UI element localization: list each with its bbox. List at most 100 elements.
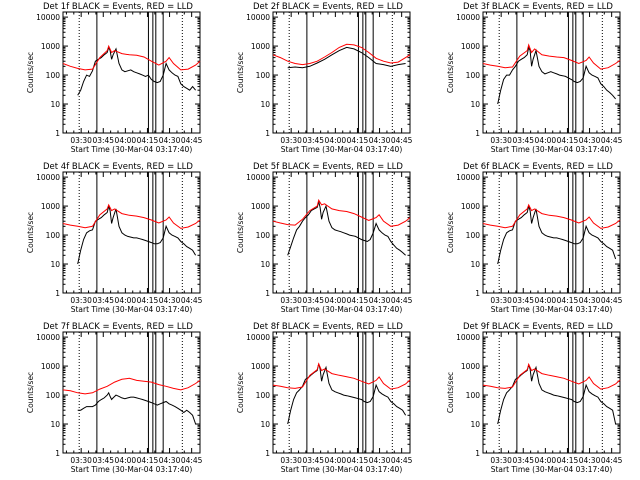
lld-series-line [62,44,201,71]
events-series-line [287,46,406,69]
y-tick-label: 10000 [36,333,60,342]
y-tick-label: 1000 [251,42,270,51]
chart-panel: Det 9f BLACK = Events, RED = LLD 1 10 100 10… [446,322,623,474]
x-tick-label: 04:15 [557,456,579,465]
y-tick-label: 100 [466,391,481,400]
y-tick-label: 10 [470,420,480,429]
events-series-line [287,199,406,256]
x-axis-label: Start Time (30-Mar-04 03:17:40) [281,145,403,154]
x-tick-label: 03:30 [280,296,302,305]
x-tick-label: 03:30 [70,296,92,305]
chart-panel: Det 1f BLACK = Events, RED = LLD 1 10 100 10… [26,2,203,154]
y-tick-label: 1000 [251,202,270,211]
x-tick-label: 04:45 [601,296,623,305]
y-tick-label: 10 [260,100,270,109]
x-axis-label: Start Time (30-Mar-04 03:17:40) [491,465,613,474]
plot-frame [482,11,621,134]
lld-series-line [272,43,411,66]
y-tick-label: 1 [475,129,480,138]
plot-frame [272,171,411,294]
events-series-line [497,204,617,265]
y-axis-label: Counts/sec [446,52,455,93]
lld-series-line [272,198,411,227]
y-tick-label: 100 [256,231,271,240]
x-tick-label: 04:45 [181,296,203,305]
x-tick-label: 03:45 [302,296,324,305]
panel-title: Det 2f BLACK = Events, RED = LLD [253,2,403,12]
x-axis-label: Start Time (30-Mar-04 03:17:40) [491,305,613,314]
x-tick-label: 04:00 [535,296,557,305]
x-tick-label: 03:45 [302,456,324,465]
x-tick-label: 04:15 [137,456,159,465]
lld-series-line [62,377,201,395]
y-tick-label: 100 [466,71,481,80]
y-axis-label: Counts/sec [26,372,35,413]
y-tick-label: 1000 [251,362,270,371]
x-tick-label: 04:45 [391,456,413,465]
lld-series-line [272,362,411,390]
x-tick-label: 03:45 [512,296,534,305]
x-tick-label: 04:30 [159,136,181,145]
lld-series-line [482,362,621,390]
lld-series-line [62,203,201,229]
y-tick-label: 10000 [456,13,480,22]
y-tick-label: 10000 [36,13,60,22]
y-axis-label: Counts/sec [26,212,35,253]
x-tick-label: 04:15 [347,136,369,145]
y-tick-label: 10 [470,100,480,109]
x-tick-label: 04:30 [369,456,391,465]
x-axis-label: Start Time (30-Mar-04 03:17:40) [281,305,403,314]
panel-title: Det 9f BLACK = Events, RED = LLD [463,322,613,332]
x-tick-label: 04:30 [579,136,601,145]
x-axis-label: Start Time (30-Mar-04 03:17:40) [71,305,193,314]
x-tick-label: 04:15 [557,296,579,305]
y-tick-label: 1000 [461,202,480,211]
x-tick-label: 04:45 [181,456,203,465]
x-tick-label: 04:00 [115,136,137,145]
x-axis-label: Start Time (30-Mar-04 03:17:40) [491,145,613,154]
x-tick-label: 03:45 [92,296,114,305]
y-tick-label: 1 [265,129,270,138]
plot-frame [482,331,621,454]
y-tick-label: 1 [475,449,480,458]
x-tick-label: 03:30 [70,456,92,465]
panel-title: Det 7f BLACK = Events, RED = LLD [43,322,193,332]
y-tick-label: 10 [260,420,270,429]
y-tick-label: 10000 [246,13,270,22]
plot-frame [62,11,201,134]
plot-frame [272,11,411,134]
x-tick-label: 03:45 [92,456,114,465]
y-tick-label: 1000 [41,202,60,211]
y-axis-label: Counts/sec [236,212,245,253]
chart-panel: Det 3f BLACK = Events, RED = LLD 1 10 100 10… [446,2,623,154]
x-tick-label: 04:00 [535,136,557,145]
y-axis-label: Counts/sec [26,52,35,93]
chart-panel: Det 5f BLACK = Events, RED = LLD 1 10 100 10… [236,162,413,314]
chart-panel: Det 8f BLACK = Events, RED = LLD 1 10 100 10… [236,322,413,474]
x-tick-label: 04:45 [601,456,623,465]
x-tick-label: 03:45 [92,136,114,145]
events-series-line [77,204,197,265]
lld-series-line [482,203,621,229]
panel-title: Det 5f BLACK = Events, RED = LLD [253,162,403,172]
y-tick-label: 10 [260,260,270,269]
panel-title: Det 1f BLACK = Events, RED = LLD [43,2,193,12]
y-tick-label: 1 [265,289,270,298]
x-tick-label: 04:15 [137,296,159,305]
x-tick-label: 03:30 [280,456,302,465]
x-tick-label: 04:00 [325,136,347,145]
plot-frame [62,331,201,454]
panel-title: Det 3f BLACK = Events, RED = LLD [463,2,613,12]
y-tick-label: 10 [50,100,60,109]
x-tick-label: 04:45 [181,136,203,145]
y-tick-label: 100 [466,231,481,240]
x-tick-label: 04:15 [347,296,369,305]
chart-panel: Det 4f BLACK = Events, RED = LLD 1 10 100 10… [26,162,203,314]
x-axis-label: Start Time (30-Mar-04 03:17:40) [71,145,193,154]
chart-panel: Det 7f BLACK = Events, RED = LLD 1 10 100 10… [26,322,203,474]
x-tick-label: 04:00 [325,456,347,465]
x-tick-label: 04:30 [159,296,181,305]
y-tick-label: 1000 [461,362,480,371]
x-tick-label: 04:30 [369,296,391,305]
